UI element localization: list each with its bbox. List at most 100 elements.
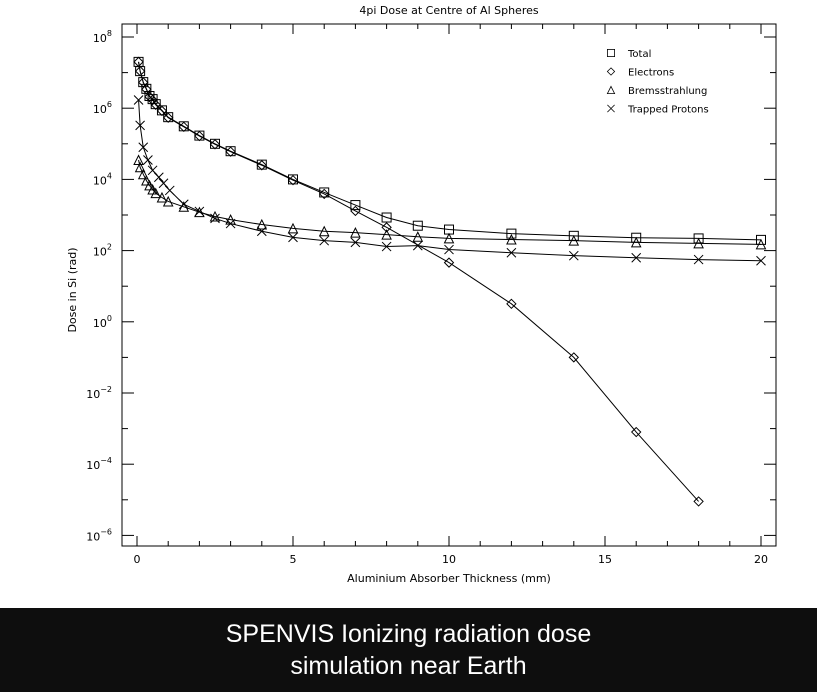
total-point xyxy=(506,228,517,239)
legend-label-trapped-protons: Trapped Protons xyxy=(627,105,709,116)
y-tick-label: 104 xyxy=(93,171,112,187)
legend-marker-trapped-protons xyxy=(607,104,615,113)
legend-label-electrons: Electrons xyxy=(628,68,674,79)
trapped-protons-point xyxy=(568,250,579,261)
electrons-point xyxy=(256,160,268,171)
bremsstrahlung-point xyxy=(133,154,144,166)
electrons-point xyxy=(138,77,149,88)
bremsstrahlung-point xyxy=(162,195,174,207)
series-line-electrons xyxy=(138,61,699,502)
electrons-point xyxy=(141,84,152,95)
electrons-point xyxy=(194,130,205,142)
bremsstrahlung-point xyxy=(256,218,268,230)
dose-chart: 4pi Dose at Centre of Al Spheres 0 5 10 15 2… xyxy=(66,4,777,585)
electrons-point xyxy=(350,205,361,217)
trapped-protons-point xyxy=(178,199,189,210)
caption-line-1: SPENVIS Ionizing radiation dose xyxy=(225,620,592,648)
series-line-bremsstrahlung xyxy=(138,159,762,245)
trapped-protons-point xyxy=(444,244,454,255)
y-tick-label: 102 xyxy=(93,243,112,259)
trapped-protons-point xyxy=(693,254,704,265)
plot-frame xyxy=(121,23,777,547)
bremsstrahlung-point xyxy=(381,229,392,240)
x-axis-label: Aluminium Absorber Thickness (mm) xyxy=(347,572,551,585)
electrons-point xyxy=(147,94,158,106)
bremsstrahlung-point xyxy=(506,233,517,245)
electrons-point xyxy=(178,121,190,133)
y-tick-label: 10−2 xyxy=(86,385,112,401)
electrons-point xyxy=(381,222,392,233)
bremsstrahlung-point xyxy=(141,174,152,186)
electrons-point xyxy=(506,298,517,310)
series-layer xyxy=(133,56,767,507)
trapped-protons-point xyxy=(412,240,423,251)
series-electrons xyxy=(133,56,704,507)
legend-marker-bremsstrahlung xyxy=(606,85,616,95)
trapped-protons-point xyxy=(138,142,149,153)
series-line-trapped-protons xyxy=(138,99,762,262)
x-tick-label: 10 xyxy=(442,553,456,566)
bremsstrahlung-point xyxy=(318,225,330,237)
electrons-point xyxy=(156,105,168,117)
x-tick-label: 15 xyxy=(598,553,612,566)
total-point xyxy=(756,234,766,245)
bremsstrahlung-point xyxy=(443,232,455,244)
trapped-protons-point xyxy=(135,120,145,131)
electrons-point xyxy=(693,496,704,507)
bremsstrahlung-point xyxy=(755,238,767,250)
trapped-protons-point xyxy=(506,247,517,258)
trapped-protons-point xyxy=(350,237,361,248)
electrons-point xyxy=(225,146,236,157)
bremsstrahlung-point xyxy=(287,222,299,234)
electrons-point xyxy=(134,65,146,77)
electrons-point xyxy=(287,174,299,186)
electrons-point xyxy=(209,139,221,150)
y-tick-label: 100 xyxy=(93,314,112,330)
bremsstrahlung-point xyxy=(568,235,580,246)
trapped-protons-point xyxy=(153,172,164,183)
total-point xyxy=(381,212,392,223)
x-tick-label: 0 xyxy=(134,553,141,566)
bremsstrahlung-point xyxy=(150,187,162,199)
electrons-point xyxy=(162,112,174,123)
series-bremsstrahlung xyxy=(133,154,767,250)
x-tick-label: 5 xyxy=(290,553,297,566)
axes: 0 5 10 15 20 108 106 104 102 100 10−2 10−4 10−6 xyxy=(86,24,776,566)
total-point xyxy=(288,174,298,185)
trapped-protons-point xyxy=(381,241,392,252)
electrons-point xyxy=(318,188,330,200)
bremsstrahlung-point xyxy=(412,231,424,242)
x-tick-label: 20 xyxy=(754,553,768,566)
electrons-point xyxy=(568,352,580,363)
caption: SPENVIS Ionizing radiation dose simulati… xyxy=(0,608,817,692)
legend: Total Electrons Bremsstrahlung Trapped Prot… xyxy=(606,48,709,116)
y-tick-label: 10−6 xyxy=(86,527,112,543)
trapped-protons-point xyxy=(133,95,144,105)
electrons-point xyxy=(133,56,144,68)
series-trapped-protons xyxy=(133,95,766,266)
bremsstrahlung-point xyxy=(350,226,361,238)
chart-title: 4pi Dose at Centre of Al Spheres xyxy=(359,4,538,17)
trapped-protons-point xyxy=(210,213,220,224)
y-tick-label: 10−4 xyxy=(86,456,112,472)
trapped-protons-point xyxy=(756,255,766,266)
trapped-protons-point xyxy=(256,226,267,237)
bremsstrahlung-point xyxy=(144,179,155,191)
total-point xyxy=(412,220,423,231)
y-tick-label: 106 xyxy=(93,100,112,116)
bremsstrahlung-point xyxy=(134,161,146,173)
trapped-protons-point xyxy=(194,206,205,217)
bremsstrahlung-point xyxy=(156,191,168,203)
electrons-point xyxy=(443,257,455,268)
bremsstrahlung-point xyxy=(630,236,642,248)
electrons-point xyxy=(630,426,642,438)
legend-marker-electrons xyxy=(606,67,616,76)
legend-label-bremsstrahlung: Bremsstrahlung xyxy=(628,86,707,97)
y-tick-label: 108 xyxy=(93,29,112,45)
total-point xyxy=(144,91,155,102)
caption-line-2: simulation near Earth xyxy=(290,652,527,680)
legend-label-total: Total xyxy=(627,49,651,60)
total-point xyxy=(350,200,361,211)
trapped-protons-point xyxy=(225,218,236,229)
trapped-protons-point xyxy=(631,252,642,263)
